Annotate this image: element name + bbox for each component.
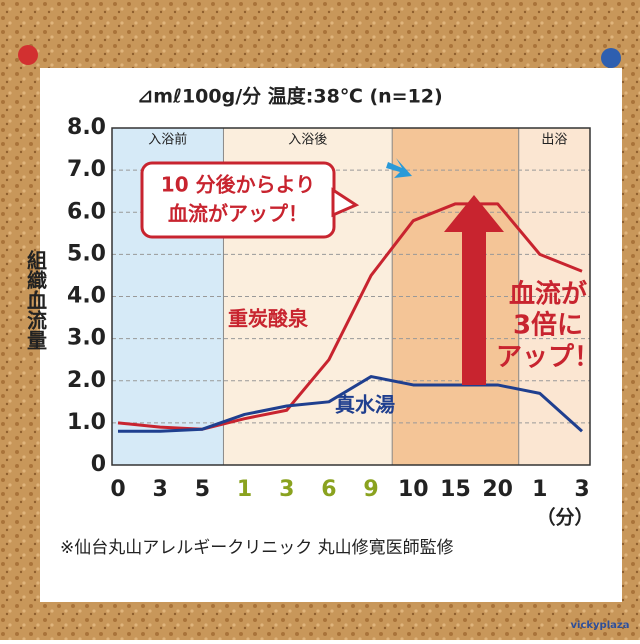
y-axis-label: 組織血流量 — [24, 249, 48, 350]
phase-label: 出浴 — [541, 133, 567, 148]
x-tick-label: 3 — [574, 477, 589, 502]
annotation: 10 分後からより — [161, 173, 315, 197]
callout-tail — [331, 187, 360, 218]
chart-title: ⊿mℓ100g/分 温度:38℃ (n=12) — [137, 85, 442, 108]
series-label: 真水湯 — [335, 393, 395, 417]
x-tick-label: 3 — [153, 477, 168, 502]
x-unit: （分） — [536, 506, 593, 529]
y-tick-label: 4.0 — [67, 284, 106, 309]
phase-label: 入浴前 — [148, 132, 187, 148]
x-tick-label: 6 — [321, 477, 336, 502]
annotation: 3倍に — [513, 310, 583, 341]
pin — [18, 45, 38, 65]
y-tick-label: 6.0 — [67, 199, 106, 224]
plot-frame — [111, 127, 591, 466]
x-tick-label: 0 — [110, 477, 125, 502]
series-label: 重炭酸泉 — [228, 307, 309, 331]
x-tick-label: 1 — [237, 477, 252, 502]
small-arrow — [386, 158, 412, 178]
y-tick-label: 5.0 — [67, 241, 106, 266]
big-arrow — [444, 195, 504, 385]
x-tick-label: 3 — [279, 477, 294, 502]
y-tick-label: 7.0 — [67, 157, 106, 182]
x-tick-label: 9 — [363, 477, 378, 502]
source: ※仙台丸山アレルギークリニック 丸山修寛医師監修 — [60, 538, 454, 558]
x-tick-label: 10 — [398, 477, 429, 502]
logo: vickyplaza — [571, 620, 630, 631]
x-tick-label: 5 — [195, 477, 210, 502]
y-tick-label: 1.0 — [67, 410, 106, 435]
phase-label: 入浴後 — [288, 133, 327, 148]
annotation: アップ！ — [496, 343, 600, 373]
series-line — [118, 375, 584, 433]
annotation: 血流がアップ！ — [168, 202, 308, 226]
y-tick-label: 0 — [91, 452, 106, 477]
x-tick-label: 20 — [482, 477, 513, 502]
annotation: 血流が — [509, 279, 587, 310]
y-tick-label: 8.0 — [67, 115, 106, 140]
x-tick-label: 15 — [440, 477, 471, 502]
y-tick-label: 3.0 — [67, 326, 106, 351]
x-tick-label: 1 — [532, 477, 547, 502]
pin — [601, 48, 621, 68]
y-tick-label: 2.0 — [67, 368, 106, 393]
